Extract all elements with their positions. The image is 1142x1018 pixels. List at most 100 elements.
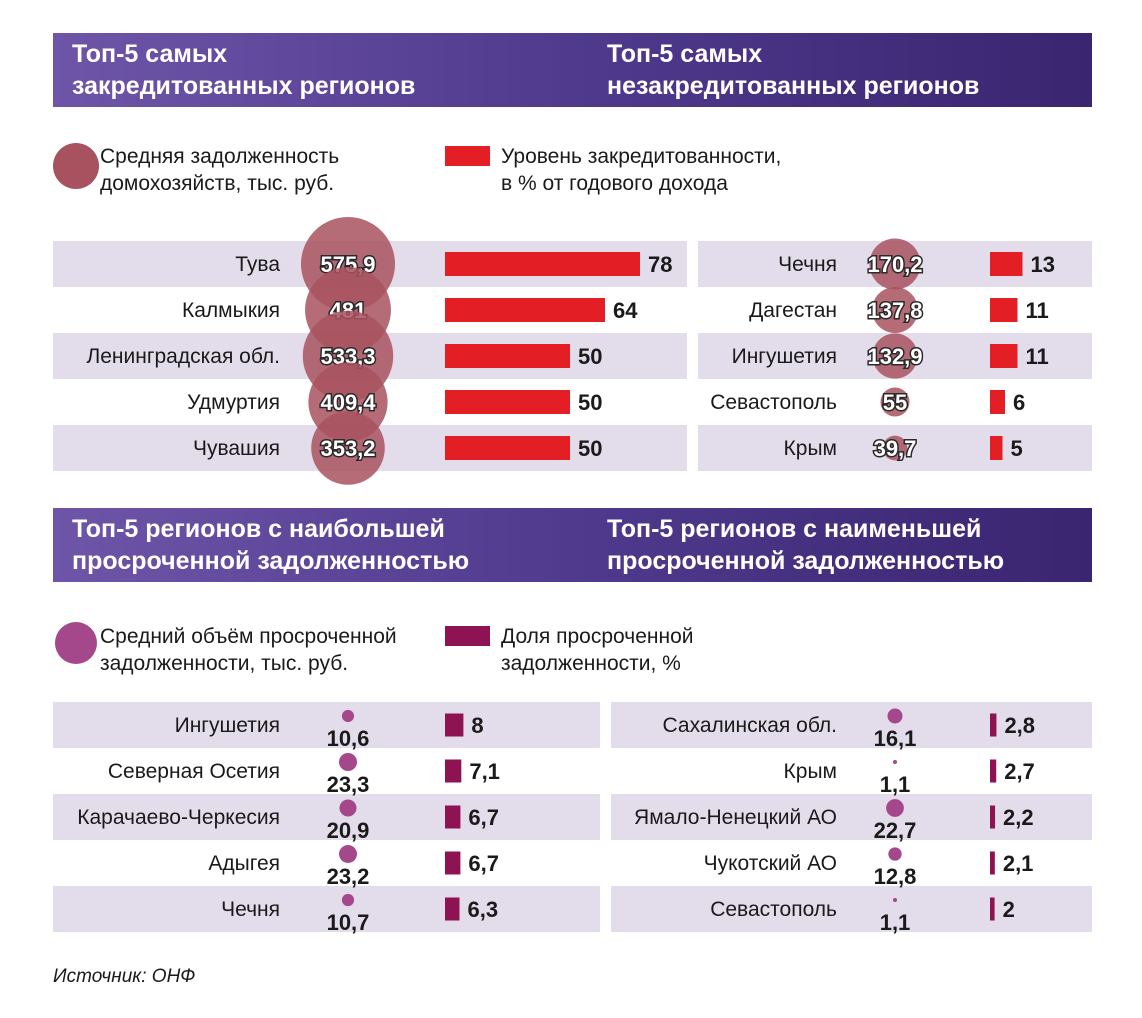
share-bar-label: 11 xyxy=(1026,344,1049,369)
region-label: Дагестан xyxy=(749,299,837,322)
debt-bubble-label: 132,9 xyxy=(867,344,922,369)
header-left-top-line: Топ-5 самых xyxy=(72,40,227,68)
share-bar-label: 50 xyxy=(578,436,602,461)
share-bar xyxy=(445,252,640,276)
debt-bubble xyxy=(872,287,918,333)
debt-bubble xyxy=(880,387,910,417)
debt-bubble-label: 170,2 xyxy=(867,252,922,277)
share-bar-label: 5 xyxy=(1011,436,1023,461)
debt-bubble xyxy=(311,411,385,485)
region-label: Ямало-Ненецкий АО xyxy=(634,806,837,829)
share-bar xyxy=(990,298,1018,322)
region-label: Крым xyxy=(784,437,837,460)
row-stripe xyxy=(611,702,1092,748)
share-bar-label: 8 xyxy=(471,713,483,738)
overdue-dot-label: 16,1 xyxy=(874,726,917,751)
legend-credit-bar-icon xyxy=(445,146,490,166)
share-bar xyxy=(990,805,996,829)
region-label: Севастополь xyxy=(710,391,837,414)
region-label: Ингушетия xyxy=(175,714,280,737)
header-left-top-line: закредитованных регионов xyxy=(72,72,415,100)
share-bar xyxy=(990,851,995,875)
share-bar xyxy=(445,344,570,368)
overdue-dot-label: 10,7 xyxy=(327,910,370,935)
header-right-bottom-line: Топ-5 регионов с наименьшей xyxy=(607,515,981,543)
header-left-top-band xyxy=(53,33,1092,107)
share-bar-label: 50 xyxy=(578,344,602,369)
share-bar xyxy=(445,436,570,460)
legend-overdue-circle-icon xyxy=(55,622,97,664)
legend-overdue-share-label: задолженности, % xyxy=(501,652,681,675)
overdue-dot-label: 1,1 xyxy=(880,772,911,797)
share-bar xyxy=(445,390,570,414)
region-label: Ингушетия xyxy=(732,345,837,368)
row-stripe xyxy=(53,794,600,840)
share-bar xyxy=(990,344,1018,368)
header-left-bottom-line: просроченной задолженностью xyxy=(72,547,469,575)
header-right-top-line: незакредитованных регионов xyxy=(607,72,979,100)
row-stripe xyxy=(611,886,1092,932)
overdue-dot xyxy=(886,799,904,817)
overdue-dot xyxy=(888,847,902,861)
legend-debt-circle-icon xyxy=(53,143,99,189)
overdue-dot-label: 22,7 xyxy=(874,818,917,843)
share-bar xyxy=(445,805,461,829)
overdue-dot xyxy=(893,760,897,764)
legend-overdue-share-label: Доля просроченной xyxy=(501,625,694,648)
region-label: Крым xyxy=(784,760,837,783)
share-bar-label: 13 xyxy=(1031,252,1055,277)
region-label: Севастополь xyxy=(710,898,837,921)
debt-bubble-label: 39,7 xyxy=(874,436,917,461)
share-bar-label: 2 xyxy=(1003,897,1015,922)
overdue-dot-label: 1,1 xyxy=(880,910,911,935)
overdue-dot xyxy=(339,845,357,863)
debt-bubble xyxy=(872,333,918,379)
region-label: Чукотский АО xyxy=(704,852,837,875)
source-note: Источник: ОНФ xyxy=(53,966,195,987)
overdue-dot xyxy=(339,799,357,817)
row-stripe xyxy=(53,886,600,932)
header-left-bottom-band xyxy=(53,508,1092,582)
region-label: Адыгея xyxy=(208,852,280,875)
overdue-dot-label: 10,6 xyxy=(327,726,370,751)
share-bar xyxy=(990,759,997,783)
header-right-top-line: Топ-5 самых xyxy=(607,40,762,68)
overdue-dot xyxy=(887,708,903,724)
region-label: Чувашия xyxy=(193,437,280,460)
region-label: Сахалинская обл. xyxy=(663,714,838,737)
overdue-dot xyxy=(339,753,357,771)
debt-bubble-label: 533,3 xyxy=(320,344,375,369)
row-stripe xyxy=(611,794,1092,840)
share-bar xyxy=(445,298,605,322)
region-label: Чечня xyxy=(221,898,280,921)
header-left-bottom-line: Топ-5 регионов с наибольшей xyxy=(72,515,445,543)
debt-bubble xyxy=(882,435,908,461)
header-right-bottom-line: просроченной задолженностью xyxy=(607,547,1004,575)
legend-debt-label: домохозяйств, тыс. руб. xyxy=(100,172,334,195)
share-bar-label: 7,1 xyxy=(469,759,500,784)
region-label: Калмыкия xyxy=(182,299,280,322)
region-label: Северная Осетия xyxy=(108,760,280,783)
legend-debt-label: Средняя задолженность xyxy=(100,145,339,168)
overdue-dot-label: 23,3 xyxy=(327,772,370,797)
row-stripe xyxy=(53,702,600,748)
share-bar xyxy=(445,713,464,737)
share-bar-label: 6 xyxy=(1013,390,1025,415)
overdue-dot xyxy=(893,898,897,902)
share-bar-label: 6,7 xyxy=(468,851,499,876)
legend-credit-label: Уровень закредитованности, xyxy=(501,145,781,168)
share-bar-label: 78 xyxy=(648,252,672,277)
region-label: Карачаево-Черкесия xyxy=(77,806,280,829)
region-label: Чечня xyxy=(778,253,837,276)
legend-credit-label: в % от годового дохода xyxy=(501,172,728,195)
overdue-dot-label: 20,9 xyxy=(327,818,370,843)
overdue-dot-label: 12,8 xyxy=(874,864,917,889)
region-label: Удмуртия xyxy=(187,391,280,414)
share-bar xyxy=(990,713,997,737)
share-bar xyxy=(445,897,460,921)
overdue-dot xyxy=(341,709,355,723)
share-bar xyxy=(445,759,462,783)
share-bar xyxy=(990,252,1023,276)
share-bar xyxy=(445,851,461,875)
